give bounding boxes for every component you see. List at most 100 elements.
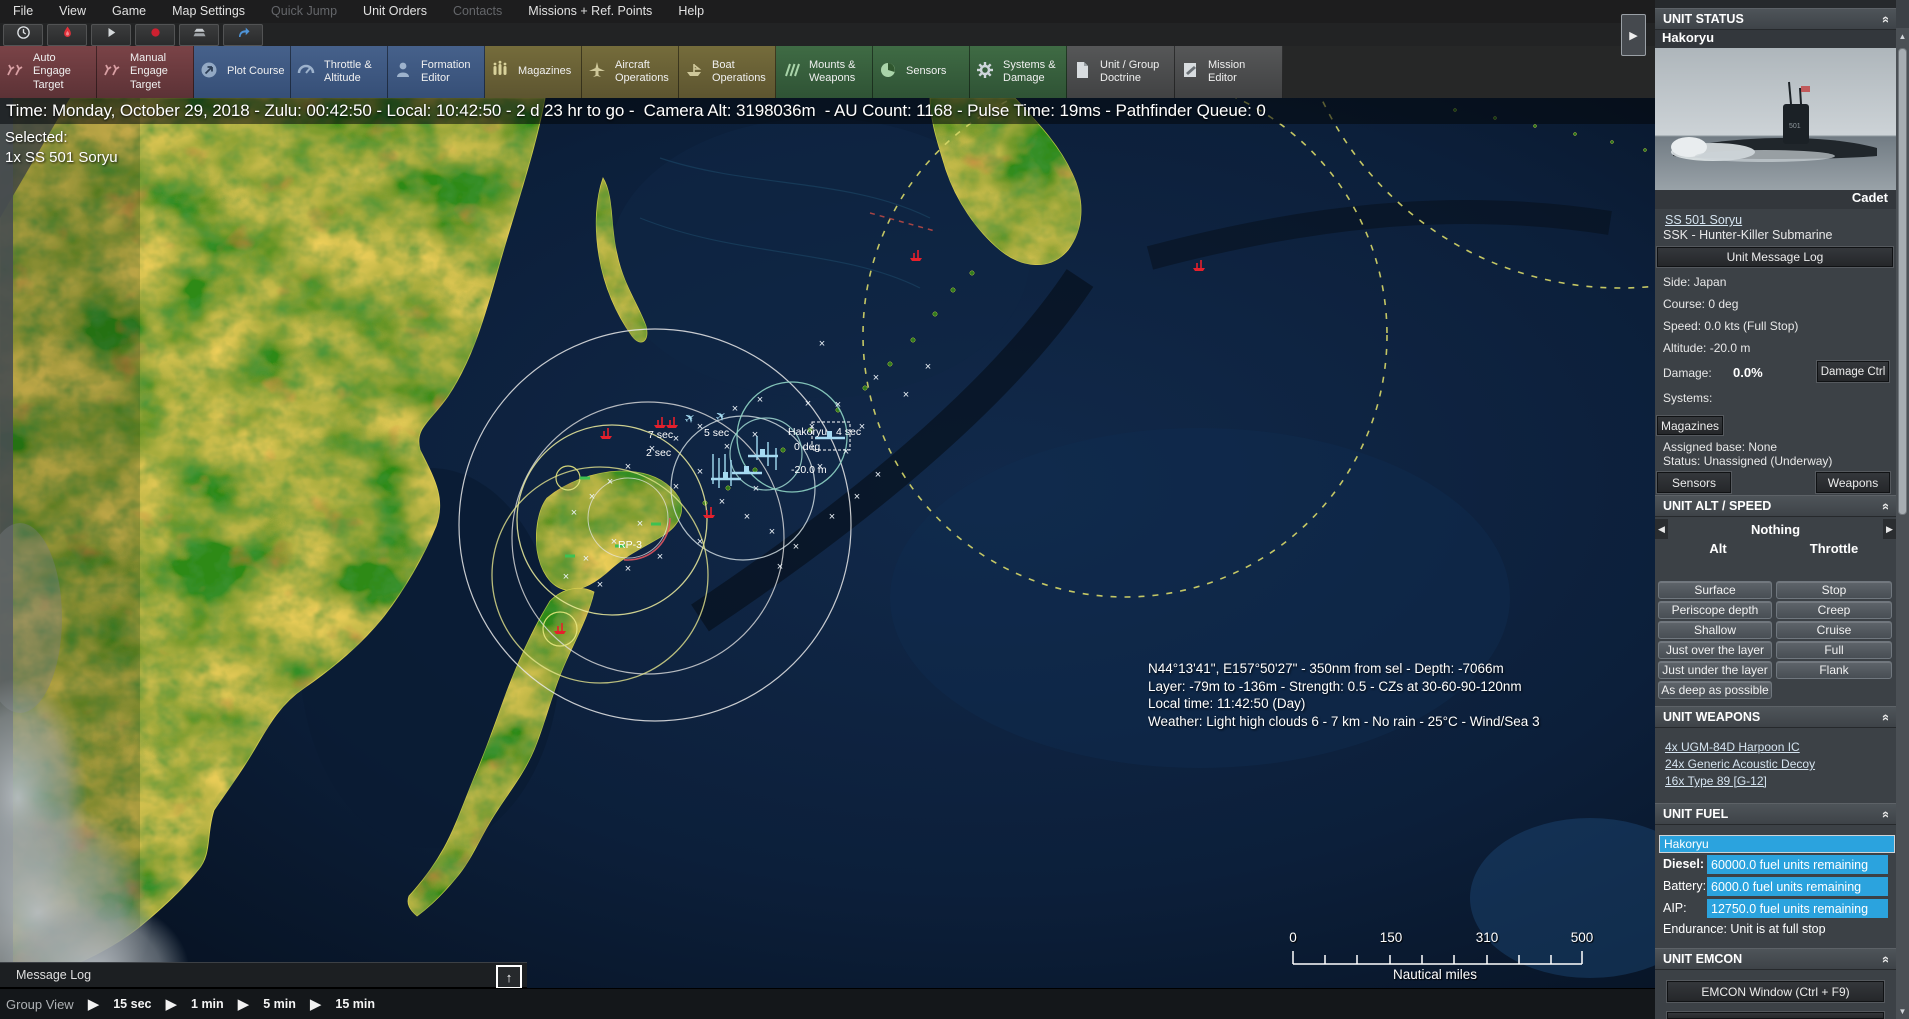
- alt-button-periscope-depth[interactable]: Periscope depth: [1658, 601, 1772, 619]
- jump-button[interactable]: [223, 23, 263, 46]
- sensors-button[interactable]: Sensors: [1656, 471, 1732, 494]
- speed-step-icon[interactable]: ▶: [87, 996, 100, 1013]
- tactical-map[interactable]: × × × × × × × × × × × × × × × × × × × × × × × × × × × × × × × × × × × × × × × ×…: [0, 98, 1655, 1019]
- hostile-ship-icon[interactable]: [703, 507, 715, 518]
- toolbar-mounts-weapons[interactable]: Mounts & Weapons: [776, 46, 873, 98]
- throttle-button-full[interactable]: Full: [1776, 641, 1892, 659]
- contact-mark[interactable]: ×: [697, 466, 703, 478]
- unit-alt-speed-header[interactable]: UNIT ALT / SPEED »: [1655, 495, 1896, 517]
- contact-mark[interactable]: ×: [657, 551, 663, 563]
- engagement-button[interactable]: [47, 23, 87, 46]
- fuel-unit-selector[interactable]: Hakoryu: [1659, 835, 1895, 853]
- contact-mark[interactable]: ×: [625, 563, 631, 575]
- contact-mark[interactable]: ×: [805, 398, 811, 410]
- contact-mark[interactable]: ×: [744, 511, 750, 523]
- alt-button-just-over-the-layer[interactable]: Just over the layer: [1658, 641, 1772, 659]
- weapon-link-2[interactable]: 24x Generic Acoustic Decoy: [1665, 757, 1816, 771]
- hostile-ship-icon[interactable]: [554, 623, 566, 634]
- collapse-chevron-icon[interactable]: »: [1876, 955, 1892, 963]
- menu-item-map-settings[interactable]: Map Settings: [172, 4, 246, 18]
- unit-fuel-header[interactable]: UNIT FUEL »: [1655, 803, 1896, 825]
- toolbar-formation-editor[interactable]: Formation Editor: [388, 46, 485, 98]
- contact-mark[interactable]: ×: [925, 361, 931, 373]
- partial-button[interactable]: [1666, 1011, 1885, 1019]
- weapons-button[interactable]: Weapons: [1815, 471, 1891, 494]
- speed-step-icon[interactable]: ▶: [309, 996, 322, 1013]
- toolbar-magazines[interactable]: Magazines: [485, 46, 582, 98]
- friendly-sub-icon[interactable]: [748, 449, 778, 458]
- menu-item-game[interactable]: Game: [112, 4, 147, 18]
- preset-prev-button[interactable]: ◀: [1655, 519, 1668, 539]
- contact-mark[interactable]: ×: [589, 491, 595, 503]
- toolbar-systems-damage[interactable]: Systems & Damage: [970, 46, 1067, 98]
- weapon-link-1[interactable]: 4x UGM-84D Harpoon IC: [1665, 740, 1800, 754]
- friendly-sub-icon[interactable]: [815, 431, 845, 440]
- damage-ctrl-button[interactable]: Damage Ctrl: [1816, 360, 1890, 383]
- map-canvas[interactable]: ××××××××××××××××××××××××××××××××××××××××…: [0, 98, 1655, 1019]
- message-log-bar[interactable]: Message Log ↑: [0, 962, 527, 989]
- hostile-ship-icon[interactable]: [666, 417, 678, 428]
- menu-item-help[interactable]: Help: [678, 4, 705, 18]
- hostile-ship-icon[interactable]: [1193, 260, 1205, 271]
- friendly-sub-icon[interactable]: [711, 472, 741, 481]
- collapse-chevron-icon[interactable]: »: [1876, 502, 1892, 510]
- reference-point[interactable]: [615, 544, 625, 548]
- toolbar-auto-engage-target[interactable]: Auto Engage Target: [0, 46, 97, 98]
- contact-mark[interactable]: ×: [753, 483, 759, 495]
- contact-mark[interactable]: ×: [611, 536, 617, 548]
- contact-mark[interactable]: ×: [875, 469, 881, 481]
- collapse-chevron-icon[interactable]: »: [1876, 15, 1892, 23]
- speed-step-icon[interactable]: ▶: [237, 996, 250, 1013]
- contact-mark[interactable]: ×: [583, 553, 589, 565]
- toolbar-throttle-altitude[interactable]: Throttle & Altitude: [291, 46, 388, 98]
- contact-mark[interactable]: ×: [817, 461, 823, 473]
- sidebar-collapse-button[interactable]: ▶: [1621, 14, 1646, 56]
- record-button[interactable]: [135, 23, 175, 46]
- magazines-button[interactable]: Magazines: [1656, 415, 1724, 436]
- group-view-toggle[interactable]: Group View: [6, 996, 74, 1012]
- contact-mark[interactable]: ×: [835, 399, 841, 411]
- contact-mark[interactable]: ×: [607, 476, 613, 488]
- map-layers-button[interactable]: [179, 23, 219, 46]
- hostile-ship-icon[interactable]: [600, 428, 612, 439]
- speed-step-icon[interactable]: ▶: [165, 996, 178, 1013]
- speed-option-15-sec[interactable]: 15 sec: [113, 997, 152, 1011]
- toolbar-manual-engage-target[interactable]: Manual Engage Target: [97, 46, 194, 98]
- emcon-window-button[interactable]: EMCON Window (Ctrl + F9): [1666, 980, 1885, 1003]
- toolbar-mission-editor[interactable]: Mission Editor: [1175, 46, 1283, 98]
- scroll-down-icon[interactable]: ▼: [1898, 1006, 1907, 1016]
- contact-mark[interactable]: ×: [752, 429, 758, 441]
- contact-mark[interactable]: ×: [724, 441, 730, 453]
- contact-mark[interactable]: ×: [859, 421, 865, 433]
- friendly-sub-icon[interactable]: [732, 466, 762, 475]
- contact-mark[interactable]: ×: [843, 446, 849, 458]
- contact-mark[interactable]: ×: [854, 491, 860, 503]
- time-compression-button[interactable]: [3, 23, 43, 46]
- throttle-button-creep[interactable]: Creep: [1776, 601, 1892, 619]
- toolbar-sensors[interactable]: Sensors: [873, 46, 970, 98]
- contact-mark[interactable]: ×: [697, 421, 703, 433]
- reference-point[interactable]: [651, 522, 661, 526]
- contact-mark[interactable]: ×: [873, 372, 879, 384]
- contact-mark[interactable]: ×: [777, 561, 783, 573]
- scrollbar-thumb[interactable]: [1898, 48, 1907, 515]
- contact-mark[interactable]: ×: [697, 536, 703, 548]
- unit-class-link[interactable]: SS 501 Soryu: [1665, 213, 1743, 227]
- contact-mark[interactable]: ×: [597, 579, 603, 591]
- alt-button-shallow[interactable]: Shallow: [1658, 621, 1772, 639]
- menu-item-missions-ref-points[interactable]: Missions + Ref. Points: [528, 4, 653, 18]
- throttle-button-cruise[interactable]: Cruise: [1776, 621, 1892, 639]
- play-button[interactable]: [91, 23, 131, 46]
- scroll-up-icon[interactable]: ▲: [1898, 31, 1907, 41]
- contact-mark[interactable]: ×: [673, 481, 679, 493]
- collapse-chevron-icon[interactable]: »: [1876, 810, 1892, 818]
- preset-next-button[interactable]: ▶: [1883, 519, 1896, 539]
- contact-mark[interactable]: ×: [719, 496, 725, 508]
- speed-option-15-min[interactable]: 15 min: [335, 997, 376, 1011]
- hostile-ship-icon[interactable]: [910, 250, 922, 261]
- contact-mark[interactable]: ×: [829, 511, 835, 523]
- contact-mark[interactable]: ×: [819, 338, 825, 350]
- throttle-button-stop[interactable]: Stop: [1776, 581, 1892, 599]
- throttle-button-flank[interactable]: Flank: [1776, 661, 1892, 679]
- alt-button-as-deep-as-possible[interactable]: As deep as possible: [1658, 681, 1772, 699]
